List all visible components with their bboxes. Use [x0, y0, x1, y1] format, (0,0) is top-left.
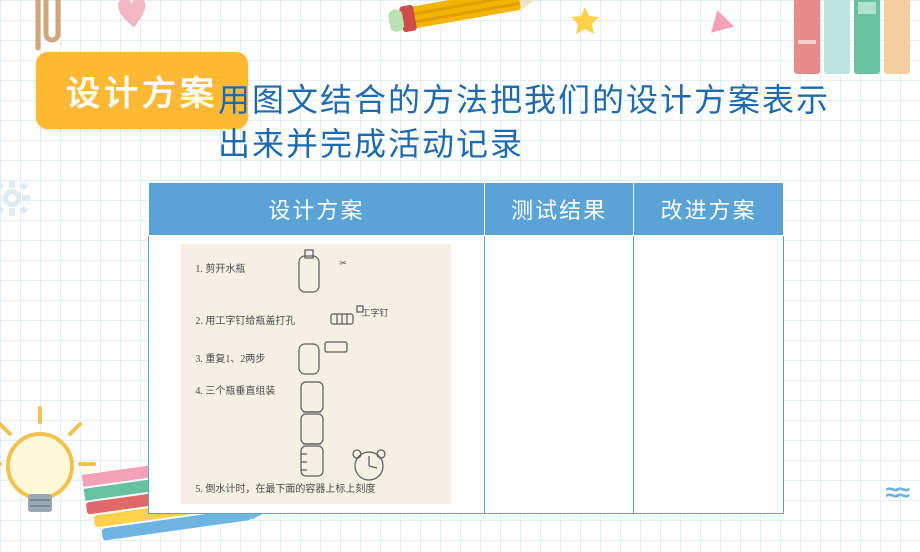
gear-deco	[0, 180, 30, 216]
cell-plan: 1. 剪开水瓶 2. 用工字钉给瓶盖打孔 3. 重复1、2两步 4. 三个瓶垂直…	[149, 236, 485, 514]
lightbulb-deco	[0, 404, 100, 524]
pencil-deco	[386, 0, 560, 40]
triangle-deco	[706, 7, 734, 33]
title-badge: 设计方案	[36, 52, 248, 129]
star-deco	[570, 6, 600, 36]
paperclip-deco	[22, 0, 76, 58]
books-deco	[774, 0, 920, 74]
th-result: 测试结果	[484, 183, 634, 236]
plan-table: 设计方案 测试结果 改进方案 1. 剪开水瓶 2. 用工字钉给瓶盖打孔 3. 重…	[148, 182, 784, 514]
cell-result	[484, 236, 634, 514]
table-header-row: 设计方案 测试结果 改进方案	[149, 183, 784, 236]
subtitle-text: 用图文结合的方法把我们的设计方案表示出来并完成活动记录	[218, 78, 848, 166]
th-improve: 改进方案	[634, 183, 784, 236]
table-row: 1. 剪开水瓶 2. 用工字钉给瓶盖打孔 3. 重复1、2两步 4. 三个瓶垂直…	[149, 236, 784, 514]
plan-sketch: 1. 剪开水瓶 2. 用工字钉给瓶盖打孔 3. 重复1、2两步 4. 三个瓶垂直…	[181, 244, 451, 504]
sketch-drawing	[181, 244, 451, 504]
heart-deco	[116, 0, 152, 30]
cell-improve	[634, 236, 784, 514]
zigzag-deco: ≈≈	[885, 477, 906, 508]
th-plan: 设计方案	[149, 183, 485, 236]
